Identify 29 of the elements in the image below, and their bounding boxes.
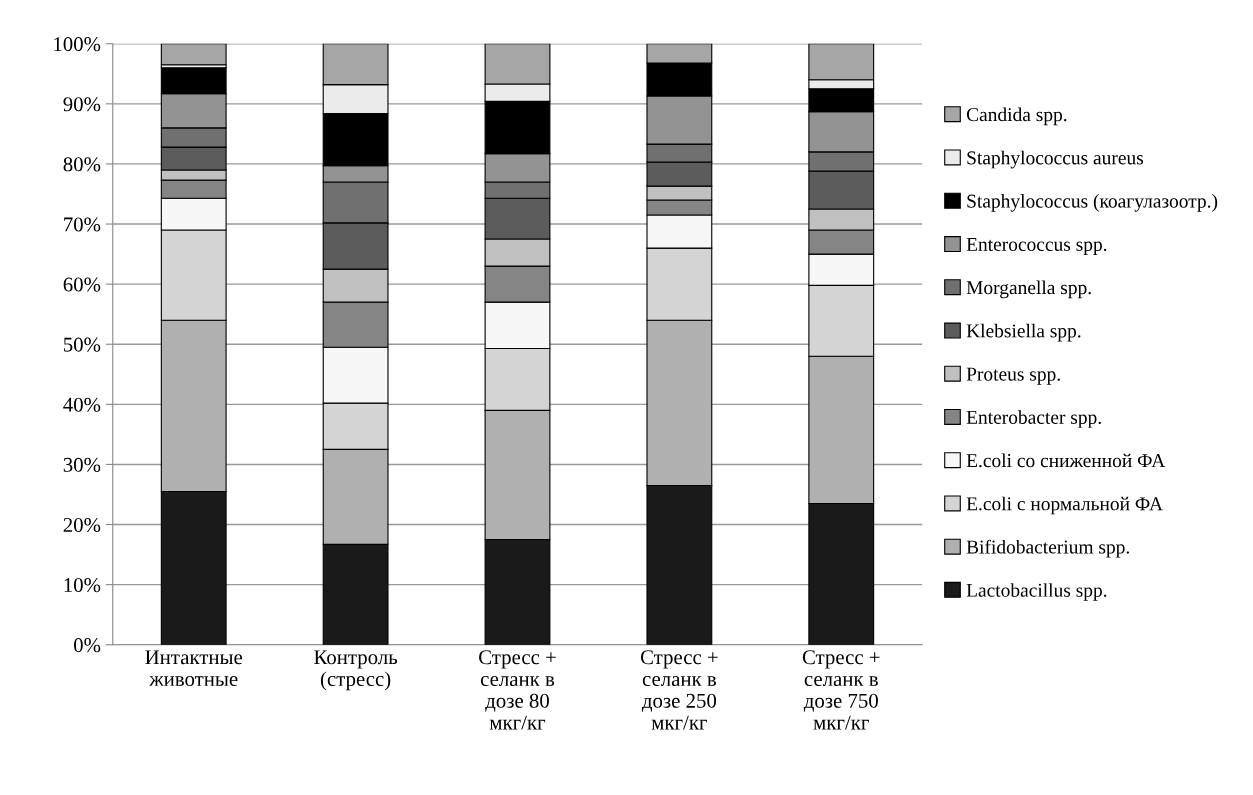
legend-label: E.coli со сниженной ФА bbox=[966, 453, 1166, 468]
x-tick-label: Стресс + селанк в дозе 250 мкг/кг bbox=[640, 650, 718, 730]
bar bbox=[160, 43, 227, 66]
x-tick-label: Интактные животные bbox=[145, 650, 243, 687]
legend-label: Enterobacter spp. bbox=[966, 410, 1101, 428]
legend-label: Klebsiella spp. bbox=[966, 323, 1081, 342]
legend-label: Proteus spp. bbox=[966, 367, 1060, 385]
x-tick-label: Стресс + селанк в дозе 80 мкг/кг bbox=[479, 650, 556, 730]
y-tick-label: 30% bbox=[63, 457, 101, 472]
y-tick-label: 40% bbox=[63, 397, 101, 412]
legend-label: Enterococcus spp. bbox=[966, 238, 1107, 255]
x-tick-label: Стресс + селанк в дозе 750 мкг/кг bbox=[802, 650, 880, 730]
y-tick-label: 20% bbox=[63, 517, 101, 533]
y-tick-label: 100% bbox=[54, 37, 101, 52]
y-tick-label: 90% bbox=[63, 97, 101, 112]
x-tick-label: Контроль (стресс) bbox=[314, 650, 398, 691]
legend-label: Lactobacillus spp. bbox=[966, 583, 1107, 601]
legend-label: E.coli с нормальной ФА bbox=[966, 496, 1163, 515]
y-tick-label: 60% bbox=[63, 277, 101, 292]
y-tick-label: 10% bbox=[64, 578, 101, 593]
legend-label: Staphylococcus aureus bbox=[967, 150, 1144, 169]
legend-label: Morganella spp. bbox=[966, 280, 1091, 299]
y-tick-label: 50% bbox=[63, 337, 101, 352]
y-tick-label: 0% bbox=[73, 638, 101, 653]
legend-label: Staphylococcus (коагулазоотр.) bbox=[967, 194, 1218, 212]
legend-label: Bifidobacterium spp. bbox=[966, 539, 1129, 558]
y-tick-label: 70% bbox=[64, 217, 101, 232]
legend-label: Candida spp. bbox=[966, 107, 1067, 126]
y-tick-label: 80% bbox=[63, 157, 101, 172]
